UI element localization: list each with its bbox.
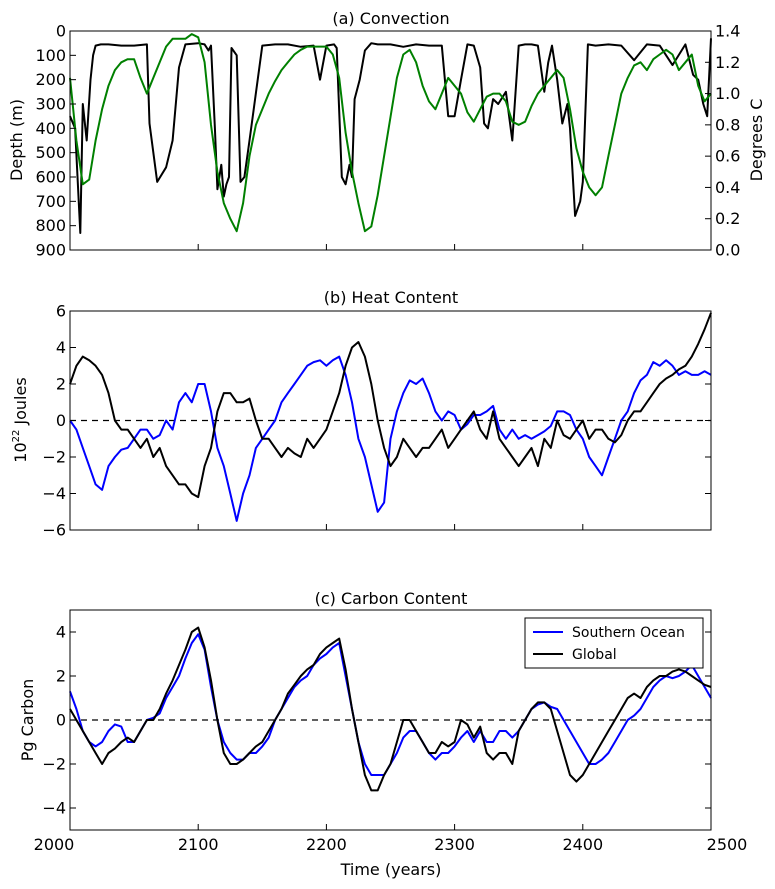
heat-title: (b) Heat Content bbox=[324, 288, 458, 307]
depth-tick-label: 700 bbox=[35, 192, 66, 211]
heat-southern-ocean-line bbox=[69, 355, 712, 522]
time-tick-label: 2300 bbox=[434, 835, 475, 854]
degrees-tick-label: 0.4 bbox=[715, 178, 740, 197]
heat-axis-label: 1022 Joules bbox=[11, 377, 30, 462]
heat-tick-label: −4 bbox=[42, 484, 66, 503]
heat-tick-label: −2 bbox=[42, 448, 66, 467]
heat-axis-label-unit: Joules bbox=[11, 377, 30, 425]
carbon-plot-frame bbox=[69, 609, 712, 831]
temperature-line bbox=[69, 33, 712, 233]
convection-ticks: 0 100 200 300 400 500 600 700 800 900 0.0 0.2 0.4 0.6… bbox=[35, 22, 740, 260]
heat-plot-frame bbox=[69, 310, 712, 531]
carbon-axis-label: Pg Carbon bbox=[18, 679, 37, 762]
degrees-tick-label: 1.0 bbox=[715, 84, 740, 103]
carbon-tick-label: −2 bbox=[42, 755, 66, 774]
depth-tick-label: 800 bbox=[35, 216, 66, 235]
depth-tick-label: 100 bbox=[35, 46, 66, 65]
heat-tick-label: 4 bbox=[56, 338, 66, 357]
degrees-tick-label: 0.8 bbox=[715, 115, 740, 134]
convection-plot-frame bbox=[69, 30, 712, 251]
time-axis-label: Time (years) bbox=[340, 860, 442, 879]
depth-tick-label: 900 bbox=[35, 241, 66, 260]
degrees-tick-label: 1.2 bbox=[715, 53, 740, 72]
carbon-title: (c) Carbon Content bbox=[315, 589, 468, 608]
heat-ticks: −6 −4 −2 0 2 4 6 bbox=[42, 302, 712, 540]
carbon-tick-label: 0 bbox=[56, 711, 66, 730]
legend-box bbox=[524, 617, 704, 669]
carbon-tick-label: −4 bbox=[42, 799, 66, 818]
time-tick-label: 2400 bbox=[562, 835, 603, 854]
depth-tick-label: 0 bbox=[56, 22, 66, 41]
time-tick-label: 2500 bbox=[707, 835, 748, 854]
degrees-axis-label: Degrees C bbox=[747, 99, 766, 182]
heat-tick-label: 6 bbox=[56, 302, 66, 321]
heat-axis-label-base: 10 bbox=[11, 442, 30, 462]
time-tick-label: 2200 bbox=[306, 835, 347, 854]
convection-series bbox=[69, 33, 712, 234]
depth-tick-label: 300 bbox=[35, 95, 66, 114]
heat-series bbox=[69, 312, 712, 522]
heat-tick-label: −6 bbox=[42, 521, 66, 540]
carbon-series bbox=[69, 626, 712, 792]
carbon-tick-label: 2 bbox=[56, 667, 66, 686]
panel-heat-content: (b) Heat Content 1022 Joules −6 −4 −2 0 2 4 6 bbox=[11, 288, 712, 540]
heat-tick-label: 2 bbox=[56, 375, 66, 394]
heat-global-line bbox=[69, 312, 712, 499]
time-tick-label: 2000 bbox=[34, 835, 75, 854]
degrees-tick-label: 0.6 bbox=[715, 147, 740, 166]
heat-tick-label: 0 bbox=[56, 411, 66, 430]
legend-label-southern-ocean: Southern Ocean bbox=[572, 625, 685, 641]
legend: Southern Ocean Global bbox=[524, 617, 704, 669]
legend-label-global: Global bbox=[572, 647, 617, 663]
depth-axis-label: Depth (m) bbox=[7, 99, 26, 181]
depth-tick-label: 400 bbox=[35, 119, 66, 138]
carbon-global-line bbox=[69, 626, 712, 792]
panel-convection: (a) Convection Depth (m) Degrees C 0 100 2… bbox=[7, 9, 766, 260]
carbon-ticks: −4 −2 0 2 4 2000 2100 2200 2300 2400 2500 bbox=[34, 623, 748, 855]
convection-depth-line bbox=[69, 38, 712, 234]
degrees-tick-label: 0.2 bbox=[715, 209, 740, 228]
depth-tick-label: 600 bbox=[35, 168, 66, 187]
degrees-tick-label: 0.0 bbox=[715, 241, 740, 260]
depth-tick-label: 500 bbox=[35, 143, 66, 162]
degrees-tick-label: 1.4 bbox=[715, 22, 740, 41]
time-tick-label: 2100 bbox=[178, 835, 219, 854]
carbon-tick-label: 4 bbox=[56, 623, 66, 642]
convection-title: (a) Convection bbox=[332, 9, 449, 28]
panel-carbon-content: (c) Carbon Content Pg Carbon Time (years… bbox=[18, 589, 747, 879]
heat-axis-label-exp: 22 bbox=[11, 430, 22, 443]
depth-tick-label: 200 bbox=[35, 70, 66, 89]
